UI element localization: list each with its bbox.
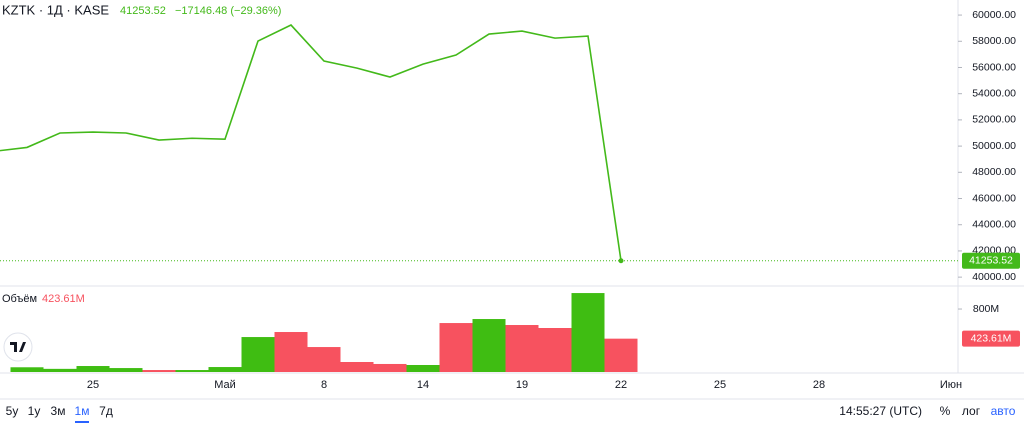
y-tick-label: 54000.00 [972, 87, 1016, 99]
x-tick-label: 14 [417, 379, 429, 391]
volume-bar [274, 332, 308, 372]
change: −17146.48 (−29.36%) [175, 5, 281, 17]
volume-bar [208, 367, 242, 372]
volume-bar [43, 368, 77, 372]
volume-bar [571, 293, 605, 372]
y-tick-label: 800M [973, 303, 999, 315]
y-tick-label: 50000.00 [972, 140, 1016, 152]
range-button[interactable]: 3м [51, 404, 66, 418]
volume-bar [538, 328, 572, 372]
x-tick-label: 19 [516, 379, 528, 391]
range-button[interactable]: 1y [28, 404, 41, 418]
volume-bar [340, 362, 374, 372]
range-button[interactable]: 5y [6, 404, 19, 418]
volume-bar [76, 366, 110, 372]
log-button[interactable]: лог [962, 404, 981, 418]
x-tick-label: Июн [940, 379, 962, 391]
y-tick-label: 48000.00 [972, 166, 1016, 178]
volume-bar [505, 325, 539, 372]
x-tick-label: 28 [813, 379, 825, 391]
range-button[interactable]: 1м [75, 404, 90, 418]
volume-pane [10, 293, 638, 372]
volume-title: Объём [2, 293, 37, 305]
clock: 14:55:27 (UTC) [839, 404, 922, 418]
volume-bar [439, 323, 473, 372]
y-tick-label: 44000.00 [972, 219, 1016, 231]
y-tick-label: 52000.00 [972, 114, 1016, 126]
volume-bar [109, 368, 143, 372]
last-price: 41253.52 [120, 5, 166, 17]
symbol: KZTK · 1Д · KASE [2, 2, 109, 17]
x-tick-label: 22 [615, 379, 627, 391]
volume-badge-label: 423.61M [971, 332, 1012, 344]
volume-bar [472, 319, 506, 372]
volume-bar [241, 337, 275, 372]
volume-bar [307, 347, 341, 372]
y-tick-label: 60000.00 [972, 9, 1016, 21]
volume-bar [604, 338, 638, 372]
last-price-label: 41253.52 [969, 254, 1013, 266]
volume-bar [373, 363, 407, 372]
y-tick-label: 56000.00 [972, 61, 1016, 73]
range-button[interactable]: 7д [99, 404, 113, 418]
volume-bar [406, 364, 440, 372]
price-pane [0, 24, 624, 264]
last-price-badge [962, 252, 1020, 269]
percent-button[interactable]: % [940, 404, 951, 418]
y-tick-label: 46000.00 [972, 192, 1016, 204]
logo[interactable] [3, 332, 33, 362]
y-tick-label: 40000.00 [972, 271, 1016, 283]
volume-bar [10, 367, 44, 372]
auto-button[interactable]: авто [991, 404, 1016, 418]
x-tick-label: 25 [87, 379, 99, 391]
volume-last: 423.61M [42, 293, 85, 305]
volume-bar [142, 370, 176, 372]
y-tick-label: 58000.00 [972, 35, 1016, 47]
x-tick-label: 8 [321, 379, 327, 391]
x-tick-label: Май [214, 379, 236, 391]
volume-badge [962, 330, 1020, 347]
x-tick-label: 25 [714, 379, 726, 391]
price-line [0, 24, 622, 261]
volume-bar [175, 370, 209, 372]
